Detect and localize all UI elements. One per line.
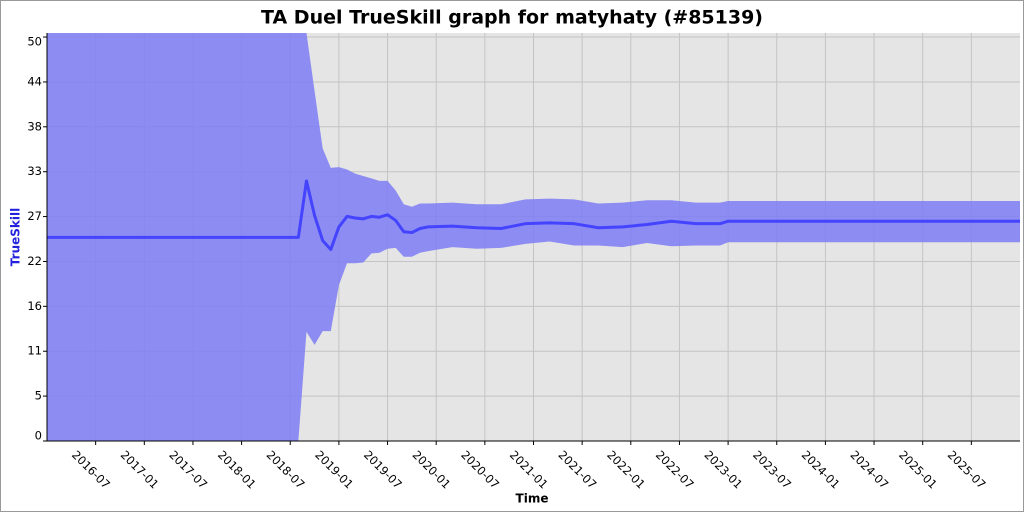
y-tick-label: 0 — [35, 429, 42, 443]
y-tick-label: 11 — [27, 344, 42, 358]
x-axis-label: Time — [516, 492, 549, 506]
y-tick-label: 22 — [27, 254, 42, 268]
trueskill-line — [47, 179, 1020, 252]
confidence-band — [47, 33, 1020, 441]
y-tick-label: 16 — [27, 299, 42, 313]
y-tick-label: 27 — [27, 209, 42, 223]
y-tick-label: 38 — [27, 119, 42, 133]
chart-title: TA Duel TrueSkill graph for matyhaty (#8… — [261, 7, 763, 29]
y-tick-label: 5 — [35, 389, 42, 403]
y-tick-label: 44 — [27, 74, 42, 88]
y-axis-label: TrueSkill — [9, 208, 23, 266]
y-tick-label: 33 — [27, 164, 42, 178]
y-tick-label: 50 — [27, 35, 42, 49]
